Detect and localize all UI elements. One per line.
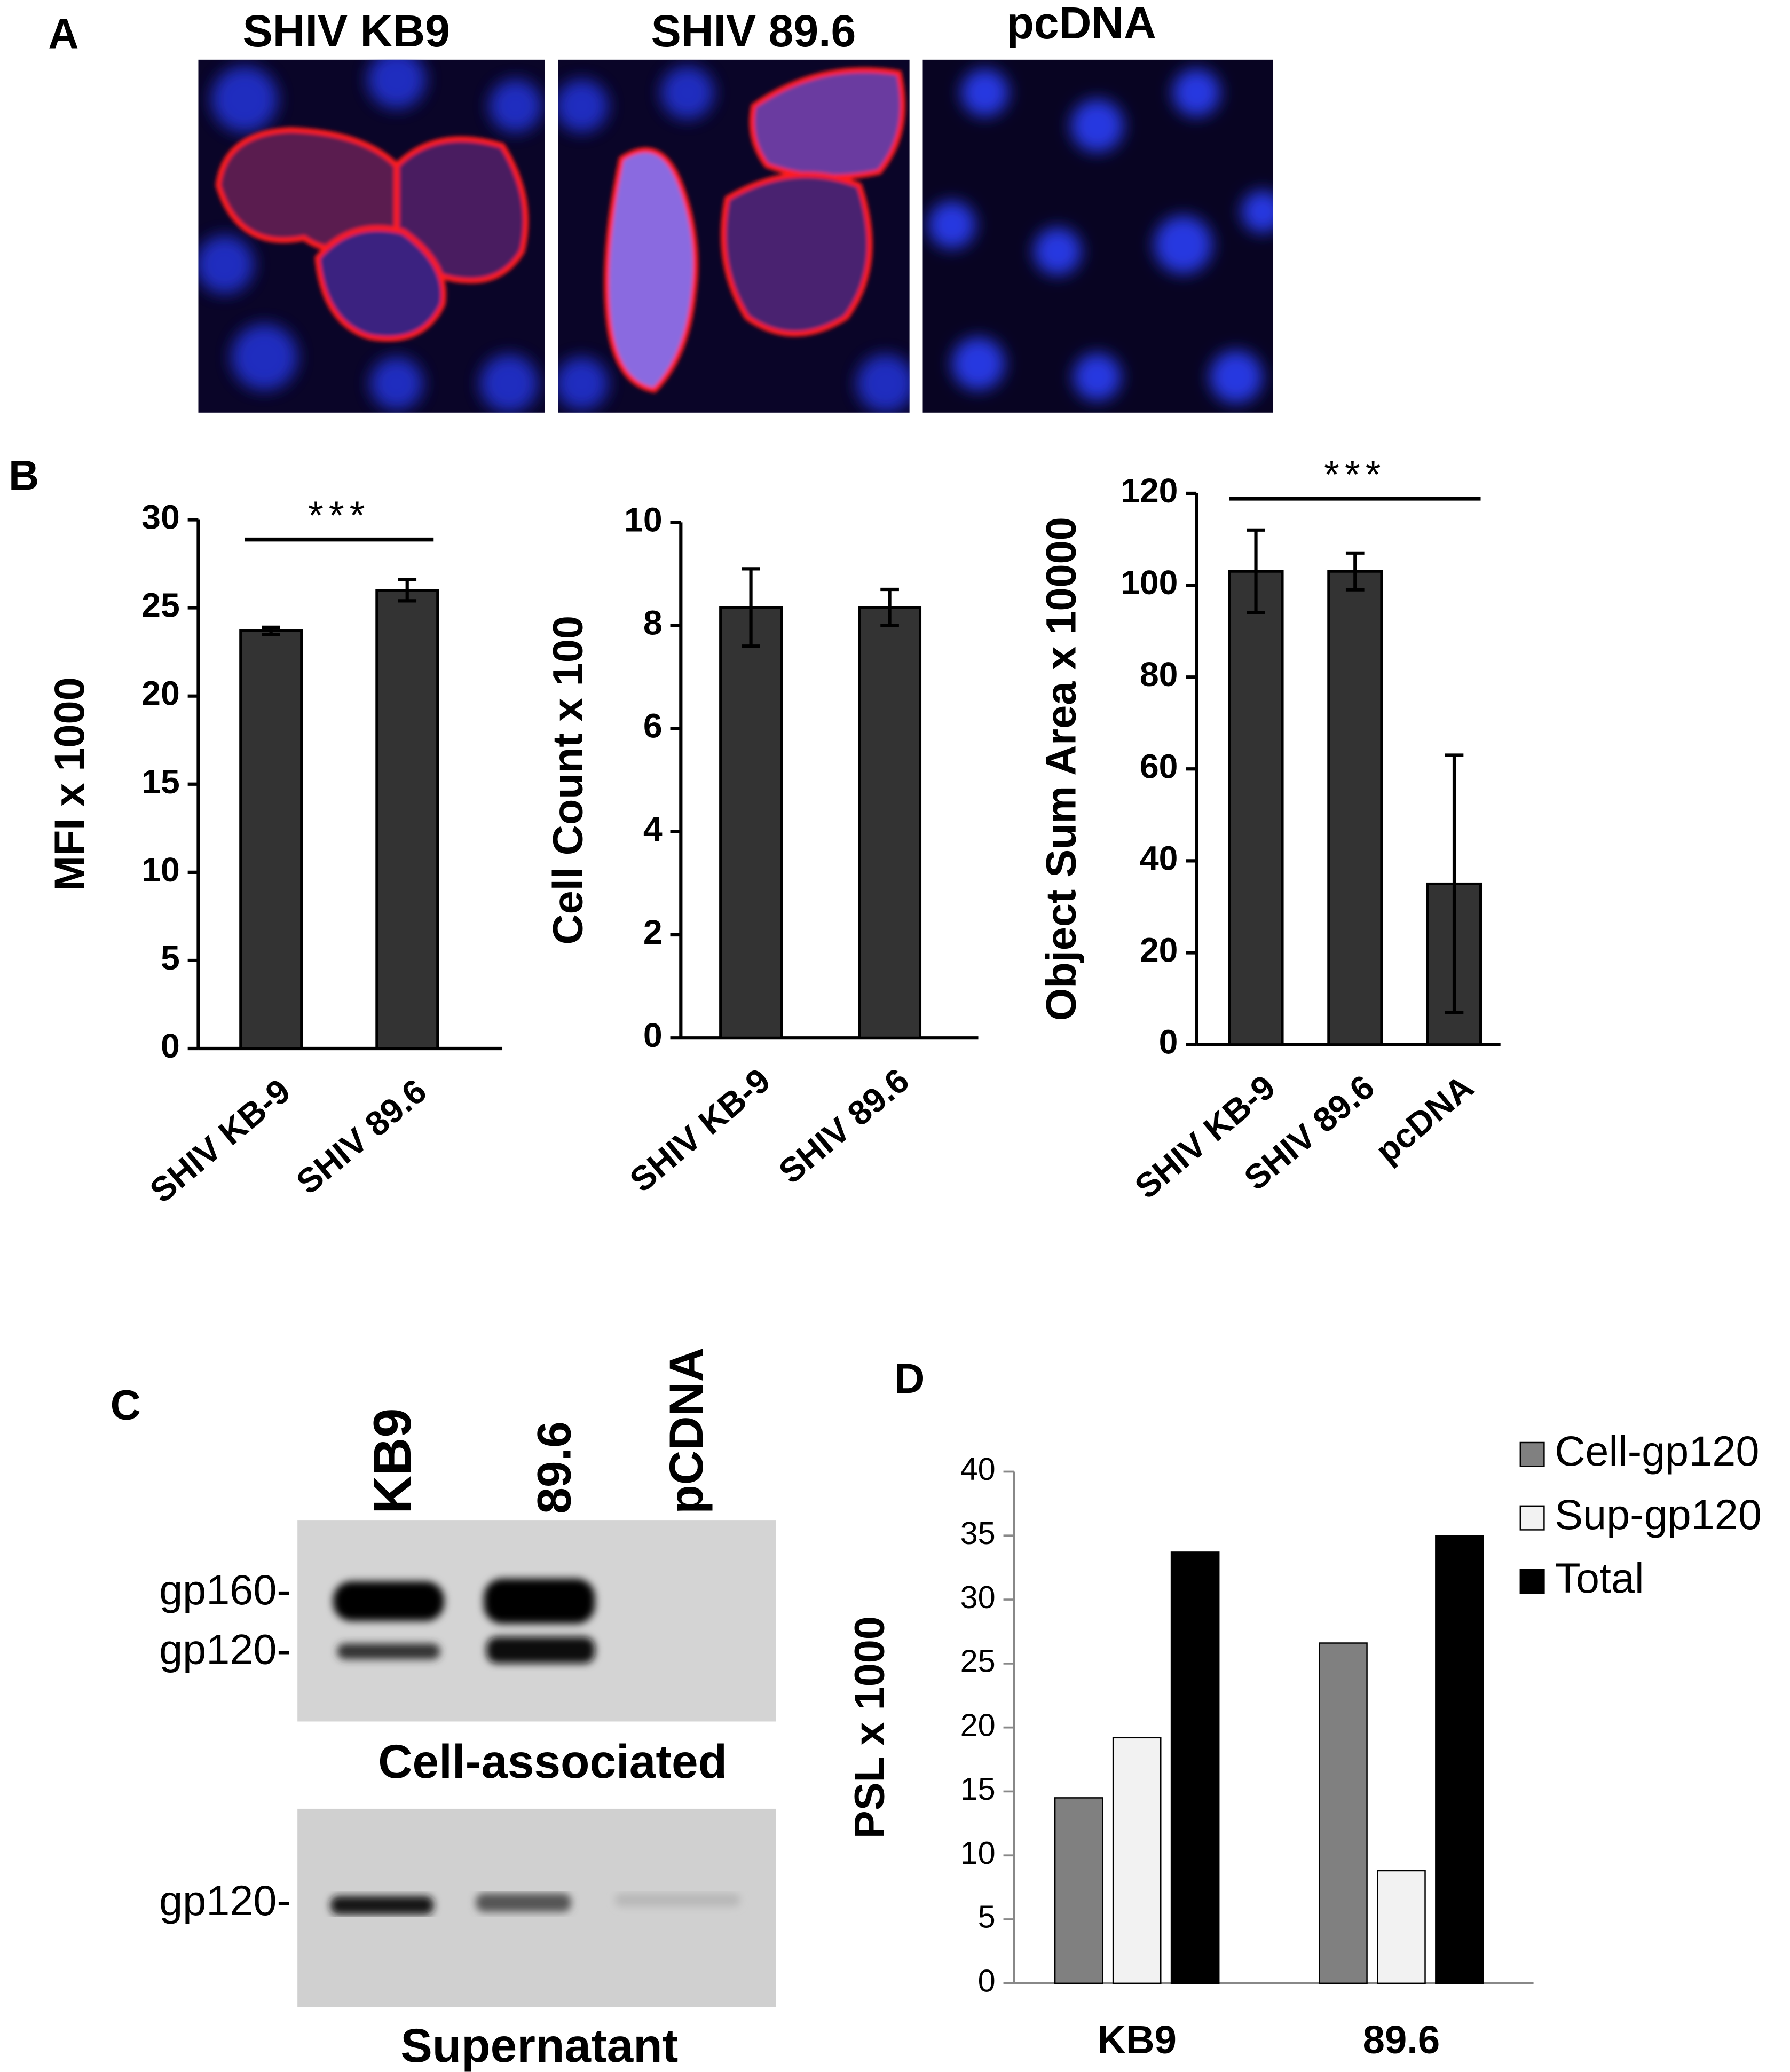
- significance-label: ***: [1324, 452, 1386, 497]
- y-tick-label: 60: [1140, 747, 1178, 785]
- panel-label: C: [111, 1381, 141, 1429]
- panel-label: A: [48, 10, 78, 58]
- bar: [858, 606, 922, 1039]
- bar: [375, 589, 439, 1050]
- x-tick-label: 89.6: [1363, 2018, 1440, 2062]
- y-tick-label: 30: [141, 498, 180, 536]
- micrograph: [198, 59, 545, 413]
- y-tick-label: 40: [1140, 839, 1178, 877]
- y-tick-label: 4: [643, 810, 663, 848]
- micrograph: [922, 59, 1273, 413]
- y-tick-label: 20: [1140, 931, 1178, 969]
- bar: [1112, 1737, 1162, 1984]
- legend-swatch: [1519, 1569, 1545, 1594]
- x-tick-label: SHIV 89.6: [771, 1061, 916, 1191]
- y-axis-title: PSL x 1000: [845, 1616, 893, 1839]
- error-bar: [1345, 551, 1365, 592]
- gel-caption: Cell-associated: [378, 1735, 727, 1788]
- significance-label: ***: [308, 493, 370, 538]
- error-bar: [1445, 753, 1464, 1014]
- y-tick-label: 6: [643, 707, 663, 745]
- bar: [719, 606, 783, 1039]
- y-tick-label: 100: [1121, 563, 1178, 602]
- lane-label: 89.6: [527, 1421, 581, 1514]
- y-tick-label: 25: [960, 1643, 996, 1679]
- y-axis-title: Cell Count x 100: [544, 616, 592, 944]
- y-tick-label: 30: [960, 1579, 996, 1615]
- bar: [1054, 1797, 1103, 1984]
- band-label: gp120-: [159, 1626, 291, 1673]
- error-bar: [742, 567, 760, 648]
- y-tick-label: 5: [978, 1899, 996, 1935]
- error-bar: [398, 578, 417, 603]
- x-tick-label: SHIV 89.6: [289, 1072, 433, 1202]
- x-tick-label: pcDNA: [1368, 1067, 1481, 1170]
- y-tick-label: 80: [1140, 655, 1178, 694]
- legend-label: Total: [1555, 1554, 1644, 1602]
- bar: [1327, 570, 1383, 1046]
- y-axis-title: MFI x 1000: [45, 677, 93, 891]
- image-title: SHIV 89.6: [651, 6, 856, 56]
- error-bar: [1247, 528, 1265, 614]
- y-tick-label: 15: [960, 1771, 996, 1807]
- y-tick-label: 0: [161, 1027, 180, 1065]
- bar: [1319, 1642, 1368, 1984]
- gel-caption: Supernatant: [400, 2019, 678, 2072]
- y-tick-label: 120: [1121, 471, 1178, 510]
- image-title: SHIV KB9: [243, 6, 450, 56]
- bar: [1377, 1870, 1426, 1984]
- band-label: gp120-: [159, 1877, 291, 1924]
- legend-swatch: [1519, 1441, 1545, 1467]
- legend-label: Sup-gp120: [1555, 1491, 1762, 1538]
- y-tick-label: 20: [141, 674, 180, 713]
- y-tick-label: 10: [141, 850, 180, 889]
- y-axis-title: Object Sum Area x 10000: [1037, 517, 1084, 1021]
- bar: [1435, 1535, 1484, 1984]
- y-tick-label: 15: [141, 762, 180, 801]
- legend-swatch: [1519, 1505, 1545, 1531]
- gel: [297, 1520, 776, 1722]
- lane-label: KB9: [362, 1408, 422, 1514]
- gel: [297, 1808, 776, 2007]
- micrograph: [558, 59, 910, 413]
- y-tick-label: 0: [643, 1016, 663, 1054]
- panel-label: D: [894, 1354, 925, 1402]
- panel-label: B: [9, 452, 39, 499]
- y-tick-label: 10: [624, 500, 663, 539]
- y-tick-label: 5: [161, 939, 180, 977]
- y-tick-label: 8: [643, 604, 663, 642]
- y-tick-label: 0: [978, 1963, 996, 1999]
- image-title: pcDNA: [1006, 0, 1156, 48]
- lane-label: pCDNA: [659, 1348, 713, 1514]
- x-tick-label: SHIV KB-9: [622, 1061, 777, 1200]
- bar: [1170, 1551, 1220, 1984]
- y-tick-label: 40: [960, 1451, 996, 1487]
- legend-label: Cell-gp120: [1555, 1427, 1759, 1475]
- bar: [239, 629, 303, 1050]
- error-bar: [262, 625, 280, 636]
- y-tick-label: 35: [960, 1515, 996, 1551]
- y-tick-label: 20: [960, 1707, 996, 1743]
- y-tick-label: 25: [141, 586, 180, 625]
- error-bar: [880, 587, 899, 627]
- band-label: gp160-: [159, 1566, 291, 1613]
- x-tick-label: SHIV KB-9: [143, 1072, 297, 1210]
- y-tick-label: 2: [643, 913, 663, 951]
- bar: [1228, 570, 1284, 1046]
- x-tick-label: KB9: [1097, 2018, 1177, 2062]
- y-tick-label: 0: [1159, 1023, 1178, 1061]
- y-tick-label: 10: [960, 1835, 996, 1871]
